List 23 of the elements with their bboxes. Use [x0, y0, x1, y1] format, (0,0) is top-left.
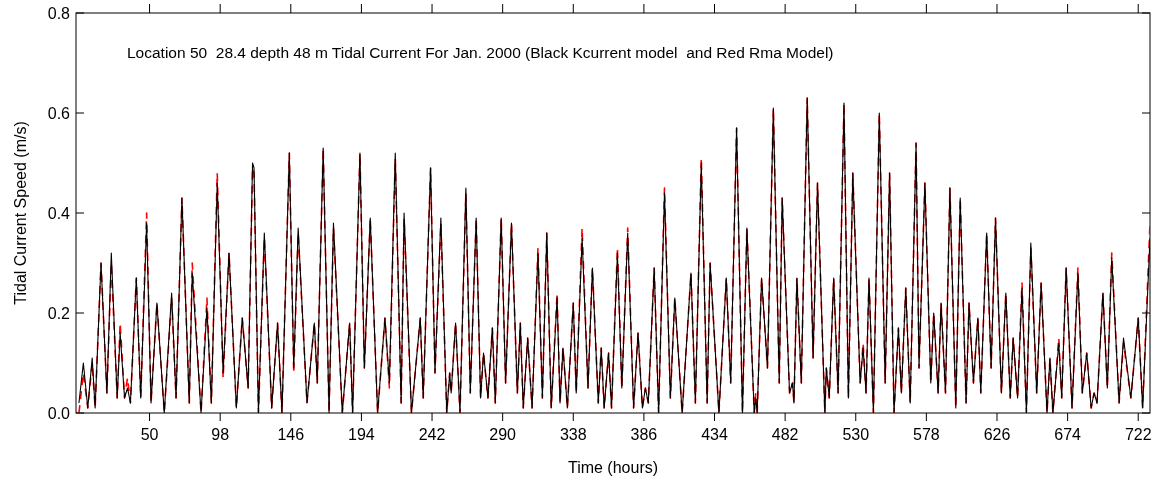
x-tick-label: 626	[983, 426, 1011, 443]
x-tick-label: 482	[771, 426, 799, 443]
x-tick-label: 722	[1124, 426, 1152, 443]
x-tick-label: 338	[559, 426, 587, 443]
x-tick-label: 98	[211, 426, 230, 443]
x-tick-label: 290	[489, 426, 517, 443]
x-tick-label: 146	[277, 426, 305, 443]
x-axis-title: Time (hours)	[567, 459, 659, 476]
y-tick-label: 0.0	[47, 404, 71, 422]
y-tick-label: 0.2	[47, 304, 71, 322]
x-tick-label: 242	[418, 426, 446, 443]
x-tick-label: 578	[913, 426, 940, 443]
y-tick-label: 0.4	[47, 204, 71, 222]
x-tick-label: 674	[1054, 426, 1082, 443]
x-tick-label: 50	[140, 426, 159, 443]
x-tick-label: 194	[348, 426, 375, 443]
y-axis-title: Tidal Current Speed (m/s)	[12, 121, 29, 305]
x-tick-label: 530	[842, 426, 870, 443]
x-tick-label: 386	[630, 426, 658, 443]
x-tick-label: 434	[701, 426, 728, 443]
text: Location 50 28.4 depth 48 m Tidal Current For Jan. 2000 (Black Kcurrent model and Red Rma Model)	[127, 44, 834, 61]
y-tick-label: 0.6	[47, 104, 71, 122]
y-tick-label: 0.8	[47, 4, 71, 22]
